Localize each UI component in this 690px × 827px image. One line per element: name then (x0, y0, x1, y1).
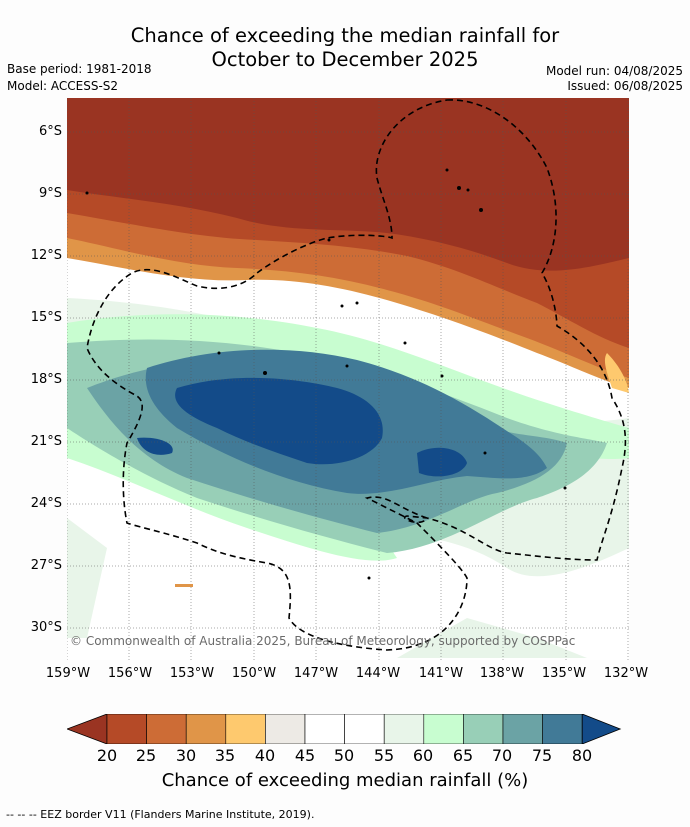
lon-label: 147°W (293, 666, 339, 681)
colorbar-segment (344, 714, 385, 744)
colorbar-tick: 70 (491, 746, 513, 765)
lon-label: 159°W (45, 666, 91, 681)
rainfall-map (67, 98, 629, 660)
title-line-1: Chance of exceeding the median rainfall … (130, 24, 560, 47)
colorbar-tick: 40 (254, 746, 276, 765)
lat-label: 21°S (30, 434, 62, 449)
model-name: Model: ACCESS-S2 (7, 79, 119, 93)
colorbar-title: Chance of exceeding median rainfall (%) (161, 770, 529, 791)
colorbar-tick: 60 (412, 746, 434, 765)
colorbar-tick: 80 (571, 746, 593, 765)
copyright-notice: © Commonwealth of Australia 2025, Bureau… (70, 634, 576, 648)
colorbar-segment (106, 714, 147, 744)
lon-label: 138°W (479, 666, 525, 681)
lon-label: 135°W (541, 666, 587, 681)
lon-label: 150°W (231, 666, 277, 681)
colorbar-segment (502, 714, 543, 744)
lat-label: 12°S (30, 248, 62, 263)
lat-label: 9°S (38, 186, 62, 201)
lon-label: 144°W (355, 666, 401, 681)
lat-label: 30°S (30, 620, 62, 635)
colorbar-segment (423, 714, 464, 744)
colorbar-arrow-high (581, 714, 622, 744)
lat-label: 15°S (30, 310, 62, 325)
eez-border (86, 99, 627, 651)
issued-date: Issued: 06/08/2025 (567, 79, 683, 93)
map-title: Chance of exceeding the median rainfall … (0, 24, 690, 72)
colorbar-tick: 50 (333, 746, 355, 765)
base-period: Base period: 1981-2018 (7, 62, 152, 76)
colorbar-tick: 65 (452, 746, 474, 765)
colorbar-segment (185, 714, 227, 744)
lat-label: 24°S (30, 496, 62, 511)
colorbar-tick: 35 (214, 746, 236, 765)
title-line-2: October to December 2025 (211, 48, 479, 71)
lon-label: 141°W (418, 666, 464, 681)
lon-label: 156°W (107, 666, 153, 681)
colorbar-tick: 75 (531, 746, 553, 765)
colorbar-tick: 55 (373, 746, 395, 765)
colorbar-tick: 25 (135, 746, 157, 765)
colorbar-tick: 45 (294, 746, 316, 765)
colorbar-tick: 20 (96, 746, 118, 765)
colorbar-segment (265, 714, 306, 744)
colorbar-segment (383, 714, 425, 744)
colorbar-segment (225, 714, 266, 744)
colorbar-segment (542, 714, 583, 744)
lat-label: 6°S (38, 124, 62, 139)
colorbar (67, 714, 622, 744)
colorbar-segment (146, 714, 187, 744)
model-run: Model run: 04/08/2025 (545, 64, 683, 78)
eez-legend-note: -- -- -- EEZ border V11 (Flanders Marine… (6, 808, 315, 821)
lon-label: 153°W (169, 666, 215, 681)
colorbar-segment (304, 714, 345, 744)
lat-label: 18°S (30, 372, 62, 387)
colorbar-tick: 30 (175, 746, 197, 765)
lat-label: 27°S (30, 558, 62, 573)
lon-label: 132°W (603, 666, 649, 681)
colorbar-segment (463, 714, 504, 744)
colorbar-arrow-low (67, 714, 108, 744)
